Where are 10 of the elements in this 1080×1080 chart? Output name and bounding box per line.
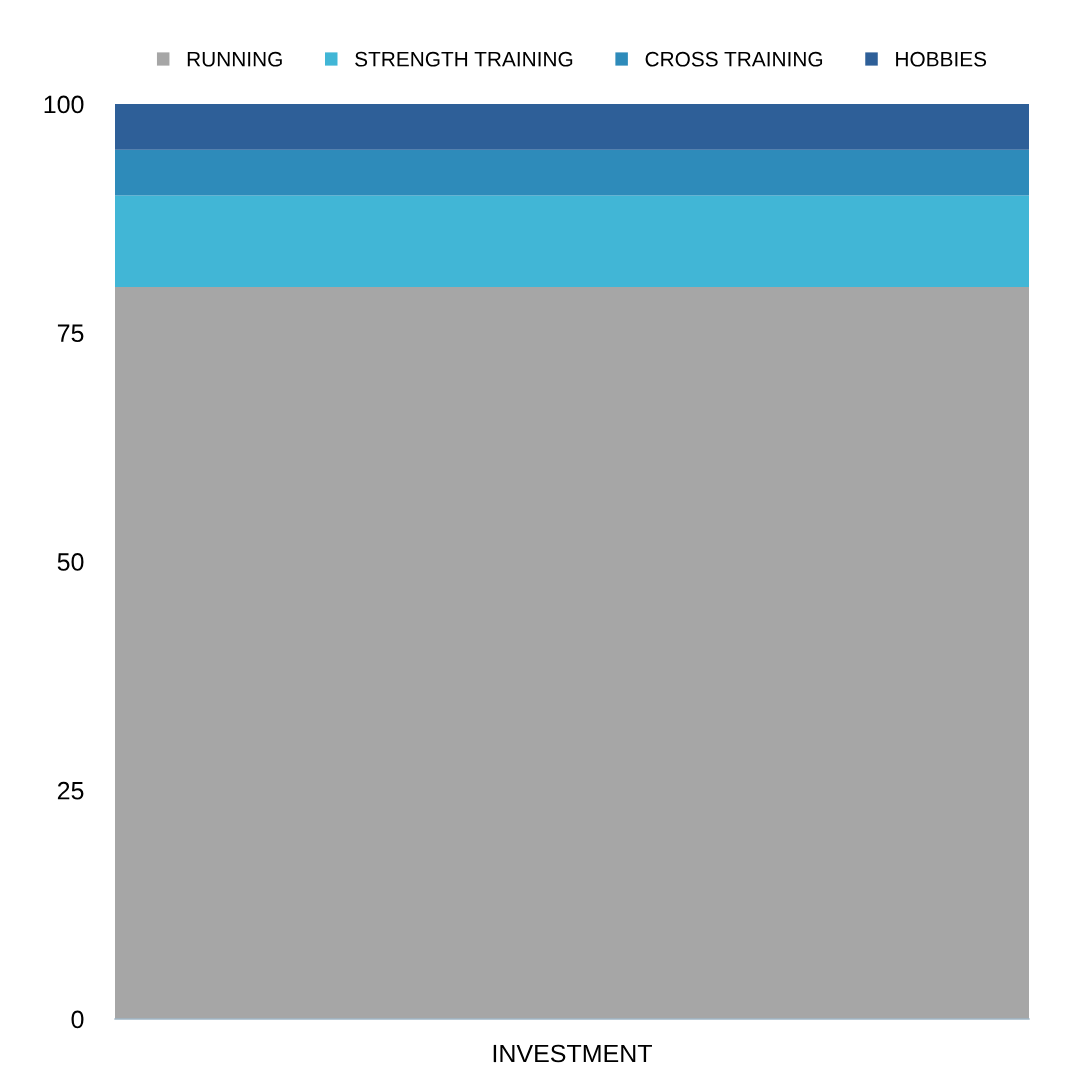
legend-label: HOBBIES bbox=[896, 51, 987, 67]
y-tick-label: 75 bbox=[57, 324, 84, 343]
legend-label: STRENGTH TRAINING bbox=[355, 51, 573, 67]
x-tick-label: INVESTMENT bbox=[493, 1044, 652, 1063]
y-tick-label: 50 bbox=[57, 553, 84, 571]
legend-label: RUNNING bbox=[187, 51, 282, 67]
y-tick-label: 0 bbox=[71, 1010, 84, 1029]
y-tick-label: 100 bbox=[44, 95, 84, 114]
legend-label: CROSS TRAINING bbox=[645, 51, 823, 67]
y-tick-label: 25 bbox=[57, 781, 84, 800]
